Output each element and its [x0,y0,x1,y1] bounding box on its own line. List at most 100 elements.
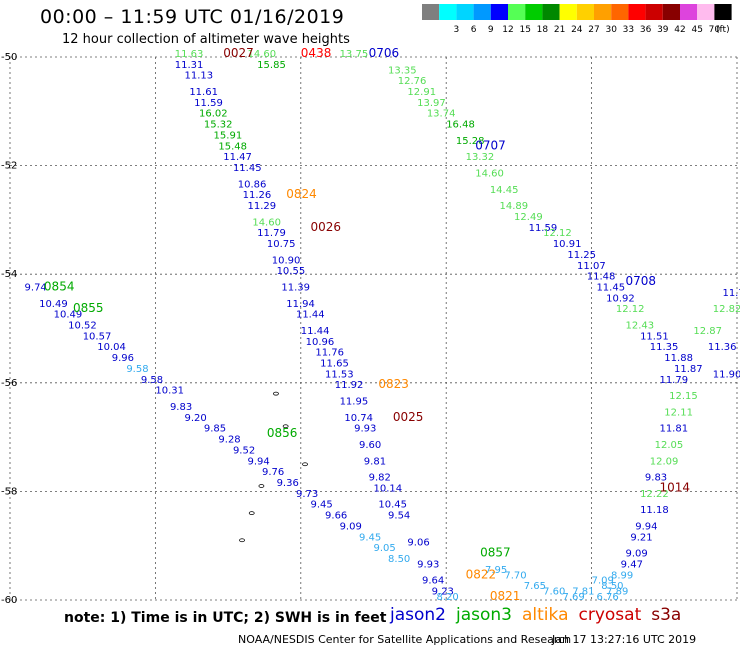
wave-height-value: 9.93 [354,424,376,435]
wave-height-value: 9.73 [296,489,318,500]
wave-height-value: 11.59 [529,223,558,234]
scale-swatch [422,4,440,20]
wave-height-value: 15.85 [257,60,286,71]
wave-height-value: 16.02 [199,109,228,120]
wave-height-value: 9.28 [218,435,240,446]
wave-height-value: 11.44 [296,310,325,321]
wave-height-value: 8.50 [388,554,410,565]
island-outline [282,424,289,429]
wave-height-value: 9.94 [247,456,269,467]
pass-time-label: 0027 [223,46,254,60]
scale-tick-label: 18 [537,25,549,35]
wave-height-value: 9.45 [310,500,332,511]
wave-height-value: 11.92 [335,380,364,391]
scale-swatch [645,4,663,20]
wave-height-value: 7.95 [485,565,507,576]
page-subtitle: 12 hour collection of altimeter wave hei… [62,32,350,47]
wave-height-value: 11.07 [577,261,606,272]
wave-height-value: 10.96 [306,337,335,348]
wave-height-value: 10.52 [68,321,97,332]
wave-height-value: 7.81 [572,587,594,598]
wave-height-value: 11.25 [567,250,596,261]
lat-tick-label: -54 [1,269,17,280]
wave-height-value: 11.53 [325,369,354,380]
color-scale-legend: 3 6 9 12 15 18 21 24 27 30 33 36 39 42 45 70(ft) [422,4,732,35]
wave-height-value: 9.23 [432,587,454,598]
wave-height-value: 11.35 [650,342,679,353]
footer-note: note: 1) Time is in UTC; 2) SWH is in fe… [64,610,387,626]
wave-height-value: 9.83 [170,402,192,413]
lat-tick-label: -58 [1,486,17,497]
wave-height-value: 11.73 [722,288,740,299]
wave-height-value: 9.64 [422,576,444,587]
wave-height-value: 11.61 [189,87,218,98]
wave-height-value: 9.20 [184,413,206,424]
scale-swatch [611,4,629,20]
wave-height-value: 9.52 [233,445,255,456]
wave-height-value: 12.91 [407,87,436,98]
wave-height-value: 12.05 [655,440,684,451]
wave-height-value: 12.11 [664,407,693,418]
legend-s3a: s3a [651,605,682,625]
wave-height-value: 10.49 [39,299,68,310]
scale-tick-label: 33 [623,25,634,35]
pass-time-label: 0854 [44,279,75,293]
wave-height-value: 9.05 [374,543,396,554]
scale-swatch [576,4,594,20]
scale-tick-label: 45 [691,25,702,35]
pass-time-label: 0857 [480,546,511,560]
wave-height-value: 7.89 [606,587,628,598]
pass-time-label: 0855 [73,301,104,315]
legend-jason2: jason2 [390,605,446,625]
scale-swatch [714,4,732,20]
lat-tick-label: -50 [1,52,17,63]
wave-height-value: 11.13 [184,71,213,82]
wave-height-value: 11.79 [659,375,688,386]
island-outline [248,511,255,516]
island-outline [273,391,279,396]
wave-height-value: 11.90 [713,369,740,380]
scale-tick-label: 3 [454,25,460,35]
wave-height-value: 11.81 [659,424,688,435]
scale-tick-label: 42 [674,25,685,35]
wave-height-value: 11.26 [243,190,272,201]
wave-height-value: 11.76 [315,348,344,359]
wave-height-value: 11.44 [301,326,330,337]
lat-tick-label: -56 [1,378,17,389]
scale-swatch [559,4,577,20]
wave-height-value: 11.18 [640,505,669,516]
wave-height-value: 9.93 [417,559,439,570]
wave-height-value: 13.35 [388,65,417,76]
scale-swatch [680,4,698,20]
pass-time-label: 0822 [466,567,497,581]
wave-height-value: 9.60 [359,440,381,451]
pass-time-label: 0438 [301,46,332,60]
wave-height-value: 11.45 [596,282,625,293]
wave-height-value: 9.06 [407,538,429,549]
wave-height-value: 9.94 [635,521,657,532]
wave-height-value: 14.60 [247,49,276,60]
wave-height-value: 9.66 [325,511,347,522]
island-outline [239,538,245,543]
legend-altika: altika [522,605,569,625]
wave-height-value: 9.76 [262,467,284,478]
wave-height-value: 8.50 [601,581,623,592]
wave-height-value: 10.86 [238,179,267,190]
wave-height-value: 9.09 [626,549,648,560]
wave-height-value: 15.28 [456,136,485,147]
wave-height-value: 11.29 [247,201,276,212]
wave-height-value: 12.09 [650,456,679,467]
pass-time-label: 0026 [310,220,341,234]
wave-height-value: 14.60 [252,217,281,228]
wave-height-value: 12.87 [693,326,722,337]
wave-height-value: 9.47 [621,559,643,570]
island-outline [258,484,265,488]
wave-height-value: 7.65 [524,581,546,592]
wave-height-value: 9.85 [204,424,226,435]
wave-height-value: 11.45 [233,163,262,174]
wave-height-value: 14.45 [490,185,519,196]
wave-height-value: 7.69 [563,592,585,603]
scale-swatch [697,4,715,20]
altimeter-map: -30-27-24-21-18-15-50-52-54-56-58-6011.6… [1,46,740,605]
scale-tick-label: 12 [502,25,513,35]
